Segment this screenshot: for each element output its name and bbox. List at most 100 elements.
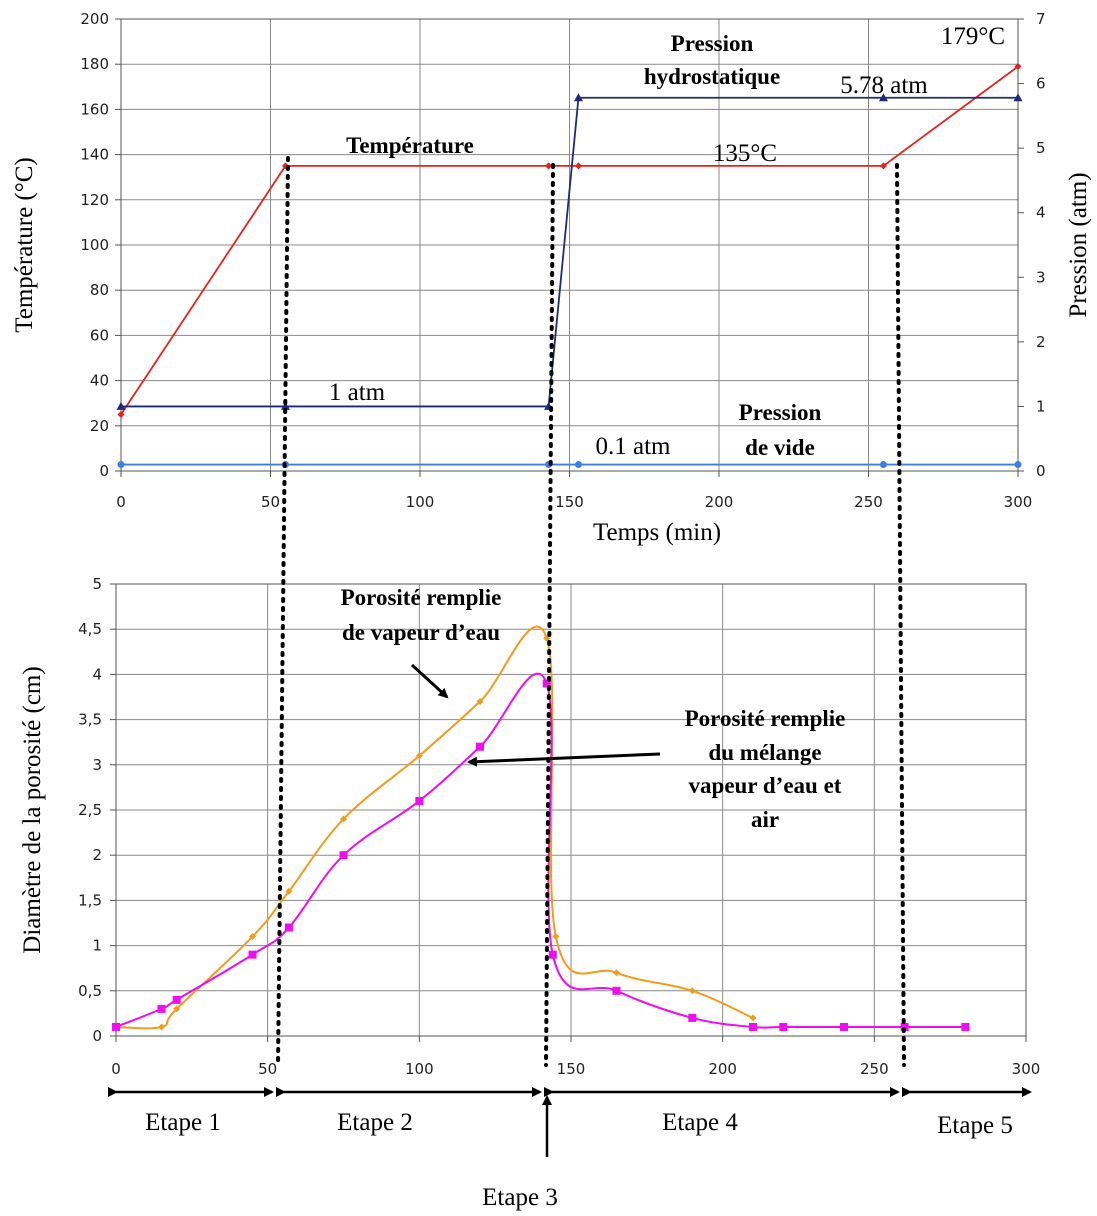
bottom-series [112, 625, 970, 1031]
top-y2-tick-label-2: 2 [1036, 333, 1046, 351]
top-y-tick-label-5: 100 [80, 236, 109, 254]
top-x-tick-label-6: 300 [1004, 493, 1033, 511]
top-y2-axis-label: Pression (atm) [1065, 172, 1092, 317]
top-y-tick-label-9: 180 [80, 55, 109, 73]
top-y-tick-label-10: 200 [80, 10, 109, 28]
bottom-y-tick-label-2: 1 [92, 937, 102, 955]
bottom-y-tick-label-1: 0,5 [78, 982, 102, 1000]
top-x-tick-label-2: 100 [406, 493, 435, 511]
bottom-series-1-point-13 [779, 1022, 788, 1031]
bottom-series-1-point-16 [961, 1022, 970, 1031]
bottom-series-1-point-0 [112, 1022, 120, 1031]
bottom-series-1-point-2 [172, 995, 181, 1004]
annotation-hydro-line2: hydrostatique [644, 64, 780, 89]
bottom-series-0-point-6 [415, 752, 423, 760]
stage-divider-1 [276, 156, 290, 1067]
top-y-tick-label-1: 20 [90, 417, 109, 435]
top-y-ticks: 0 20 40 60 80 100 120 140 160 180 200 [80, 10, 121, 480]
bottom-series-1-point-6 [415, 796, 424, 805]
bottom-y-tick-label-7: 3,5 [78, 711, 102, 729]
annotation-0-1atm: 0.1 atm [596, 433, 672, 460]
bottom-series-1-point-11 [688, 1013, 697, 1022]
top-y-tick-label-4: 80 [90, 281, 109, 299]
top-series-2-point-3 [574, 461, 582, 469]
top-y-tick-label-0: 0 [99, 462, 109, 480]
top-y2-tick-label-4: 4 [1036, 204, 1046, 222]
top-series-1-point-5 [1013, 93, 1023, 102]
stage-divider-2 [544, 163, 555, 1067]
top-series-0-point-0 [117, 411, 125, 418]
bottom-y-tick-label-4: 2 [92, 846, 102, 864]
bottom-x-tick-label-5: 250 [860, 1060, 889, 1078]
top-x-tick-label-4: 200 [705, 493, 734, 511]
top-y-axis-label: Température (°C) [11, 157, 38, 333]
bottom-series-1-point-10 [612, 986, 621, 995]
bottom-series-0-point-7 [476, 698, 484, 706]
arrow-vapeur [410, 663, 449, 699]
bottom-series-1-point-12 [749, 1022, 757, 1031]
annotation-melange-line2: du mélange [708, 740, 821, 765]
top-series-0-point-2 [545, 162, 553, 170]
bottom-series-0-point-3 [249, 933, 256, 941]
bottom-x-tick-label-6: 300 [1012, 1060, 1041, 1078]
top-series-0-point-3 [574, 162, 582, 170]
bottom-y-tick-label-8: 4 [92, 665, 102, 683]
annotation-melange-line1: Porosité remplie [685, 706, 846, 731]
bottom-y-tick-label-3: 1,5 [78, 891, 102, 909]
top-series-2-point-0 [117, 461, 125, 469]
bottom-x-tick-label-1: 50 [258, 1060, 277, 1078]
top-chart: 0 20 40 60 80 100 120 140 160 180 200 0 1 2 3 4 5 6 7 0 50… [11, 10, 1092, 546]
bottom-x-tick-label-4: 200 [708, 1060, 737, 1078]
bottom-series-0-point-1 [158, 1023, 165, 1031]
top-series-1-point-0 [116, 401, 126, 410]
stage-label-3: Etape 3 [482, 1184, 558, 1211]
stage-label-5: Etape 5 [937, 1112, 1013, 1139]
bottom-x-tick-label-0: 0 [111, 1060, 121, 1078]
top-series-line-0 [120, 65, 1019, 415]
top-y2-tick-label-0: 0 [1036, 462, 1046, 480]
annotation-vide-line1: Pression [739, 400, 822, 425]
annotation-hydro-line1: Pression [671, 31, 754, 56]
bottom-y-tick-label-0: 0 [92, 1027, 102, 1045]
stage-label-1: Etape 1 [145, 1109, 221, 1136]
bottom-series-1-point-7 [476, 742, 484, 751]
top-y2-tick-label-3: 3 [1036, 268, 1046, 286]
top-y2-tick-label-1: 1 [1036, 397, 1046, 415]
top-series-2-point-5 [1014, 461, 1022, 469]
top-y2-ticks: 0 1 2 3 4 5 6 7 [1018, 10, 1046, 480]
annotation-135c: 135°C [713, 140, 777, 167]
top-series-2-point-4 [879, 461, 887, 469]
top-y2-tick-label-7: 7 [1036, 10, 1046, 28]
bottom-grid [115, 583, 1027, 1037]
annotation-vapeur-line1: Porosité remplie [341, 585, 502, 610]
bottom-series-1-point-3 [248, 950, 257, 959]
top-x-tick-label-5: 250 [854, 493, 883, 511]
annotation-melange-line3: vapeur d’eau et [689, 773, 842, 798]
top-x-axis-label: Temps (min) [593, 519, 721, 546]
top-y-tick-label-2: 40 [90, 372, 109, 390]
bottom-series-1-point-4 [284, 923, 293, 932]
bottom-y-axis-label: Diamètre de la porosité (cm) [19, 666, 46, 953]
bottom-y-tick-label-6: 3 [92, 756, 102, 774]
top-series [116, 62, 1023, 469]
bottom-series-1-point-5 [339, 851, 348, 860]
top-x-ticks: 0 50 100 150 200 250 300 [116, 471, 1032, 511]
top-x-tick-label-0: 0 [116, 493, 126, 511]
top-x-tick-label-1: 50 [261, 493, 280, 511]
top-series-0-point-5 [1014, 62, 1022, 70]
bottom-x-tick-label-3: 150 [557, 1060, 586, 1078]
bottom-series-0-point-12 [749, 1014, 757, 1022]
bottom-x-tick-label-2: 100 [405, 1060, 434, 1078]
top-y-tick-label-6: 120 [80, 191, 109, 209]
bottom-series-0-point-11 [688, 987, 696, 995]
stage-label-2: Etape 2 [337, 1109, 413, 1136]
arrow-melange [467, 752, 661, 767]
bottom-y-ticks: 0 0,5 1 1,5 2 2,5 3 3,5 4 4,5 5 [78, 575, 116, 1045]
top-y2-tick-label-6: 6 [1036, 75, 1046, 93]
bottom-series-0-point-5 [340, 815, 347, 823]
top-x-tick-label-3: 150 [555, 493, 584, 511]
annotation-5-78atm: 5.78 atm [840, 72, 928, 99]
bottom-series-0-point-9 [552, 933, 560, 941]
stage-divider-3 [895, 163, 906, 1067]
